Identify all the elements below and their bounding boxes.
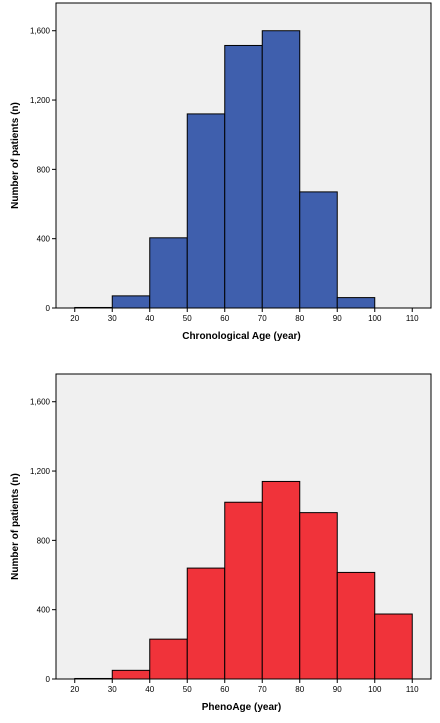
histogram-bar: [74, 306, 113, 309]
y-tick-label: 1,200: [30, 467, 51, 476]
histogram-bar: [374, 613, 413, 680]
histogram-bar: [299, 191, 338, 309]
y-tick-label: 400: [37, 235, 51, 244]
x-axis-title: PhenoAge (year): [202, 702, 281, 713]
x-tick-label: 100: [368, 314, 382, 323]
x-tick-label: 90: [333, 685, 342, 694]
x-tick-label: 30: [108, 685, 117, 694]
x-tick-label: 90: [333, 314, 342, 323]
x-tick-label: 20: [70, 685, 79, 694]
histogram-bar: [261, 480, 301, 680]
x-tick-label: 40: [145, 314, 154, 323]
x-tick-label: 50: [183, 685, 192, 694]
histogram-bar: [111, 669, 151, 680]
x-tick-label: 60: [220, 314, 229, 323]
histogram-bar: [74, 677, 113, 680]
y-tick-label: 800: [37, 165, 51, 174]
y-tick-label: 0: [46, 675, 51, 684]
y-tick-label: 800: [37, 536, 51, 545]
histogram-bar: [336, 571, 376, 680]
histogram-bar: [186, 567, 226, 680]
histogram-bar: [149, 237, 188, 309]
x-tick-label: 30: [108, 314, 117, 323]
histogram-bar: [186, 113, 226, 309]
x-tick-label: 110: [406, 314, 419, 323]
histogram-bar: [111, 295, 151, 309]
y-tick-label: 1,200: [30, 96, 51, 105]
histogram-bar: [224, 501, 263, 680]
y-tick-label: 1,600: [30, 398, 51, 407]
y-axis-title: Number of patients (n): [10, 102, 21, 209]
x-tick-label: 100: [368, 685, 382, 694]
phenoage-histogram: 0 400 800 1,200 1,600 20 30 40 50 60 70 80 90 100 110 P…: [10, 373, 432, 713]
x-tick-label: 80: [295, 685, 304, 694]
y-tick-label: 0: [46, 304, 51, 313]
x-axis-title: Chronological Age (year): [182, 331, 301, 342]
chronological-age-histogram: 0 400 800 1,200 1,600 20 30 40 50 60 70 80 90 100 110 C…: [10, 2, 432, 342]
x-tick-label: 40: [145, 685, 154, 694]
x-tick-label: 20: [70, 314, 79, 323]
x-tick-label: 70: [258, 685, 267, 694]
histogram-bar: [149, 638, 188, 680]
x-tick-label: 110: [406, 685, 419, 694]
x-tick-label: 70: [258, 314, 267, 323]
y-tick-label: 1,600: [30, 27, 51, 36]
histogram-bar: [261, 30, 301, 309]
x-tick-label: 50: [183, 314, 192, 323]
x-tick-label: 60: [220, 685, 229, 694]
y-tick-label: 400: [37, 606, 51, 615]
histogram-bar: [336, 297, 376, 309]
y-axis-title: Number of patients (n): [10, 473, 21, 580]
histogram-bar: [224, 44, 263, 309]
x-tick-label: 80: [295, 314, 304, 323]
histogram-bar: [299, 512, 338, 680]
